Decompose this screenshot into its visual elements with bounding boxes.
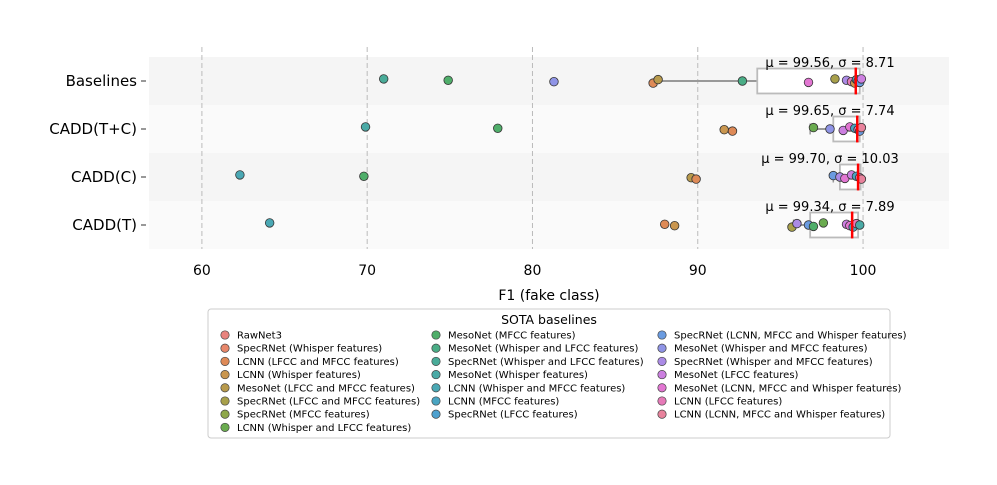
data-point — [379, 74, 389, 84]
legend-label: LCNN (Whisper features) — [237, 370, 361, 381]
stat-annotation: μ = 99.56, σ = 8.71 — [765, 56, 894, 71]
legend-marker — [431, 330, 441, 340]
legend-marker — [431, 356, 441, 366]
y-tick-label: CADD(C) — [71, 168, 137, 186]
legend-marker — [657, 396, 667, 406]
data-point — [493, 123, 503, 134]
x-tick-label: 80 — [524, 263, 542, 279]
x-tick-label: 60 — [193, 263, 211, 279]
legend-label: MesoNet (LFCC and MFCC features) — [237, 383, 415, 394]
legend-marker — [657, 330, 667, 340]
legend-marker — [431, 383, 441, 393]
data-point — [360, 122, 371, 132]
legend-marker — [220, 343, 230, 353]
data-point — [691, 174, 701, 184]
legend-label: MesoNet (LCNN, MFCC and Whisper features… — [674, 383, 901, 394]
legend-marker — [431, 409, 441, 419]
legend-label: MesoNet (LFCC features) — [674, 370, 799, 381]
legend-label: LCNN (LFCC features) — [674, 397, 782, 408]
stat-annotation: μ = 99.70, σ = 10.03 — [761, 152, 899, 167]
legend-label: SpecRNet (Whisper and LFCC features) — [448, 357, 644, 368]
legend-marker — [220, 370, 230, 380]
legend-marker — [657, 409, 667, 419]
legend-marker — [657, 370, 667, 380]
data-point — [359, 171, 369, 182]
data-point — [808, 122, 819, 133]
y-tick-label: CADD(T) — [72, 216, 137, 234]
legend-label: MesoNet (MFCC features) — [448, 331, 576, 342]
legend-label: MesoNet (Whisper and MFCC features) — [674, 344, 868, 355]
data-point — [856, 74, 867, 84]
data-point — [825, 124, 835, 134]
data-point — [830, 74, 840, 84]
legend-label: SpecRNet (Whisper and MFCC features) — [674, 357, 873, 368]
data-point — [737, 76, 748, 86]
legend-label: LCNN (Whisper and LFCC features) — [237, 423, 411, 434]
legend-label: SpecRNet (LFCC features) — [448, 410, 578, 421]
data-point — [660, 219, 670, 230]
legend-label: LCNN (Whisper and MFCC features) — [448, 383, 625, 394]
legend-marker — [657, 383, 667, 393]
legend-marker — [657, 356, 667, 366]
data-point — [818, 218, 829, 228]
legend-label: RawNet3 — [237, 331, 282, 342]
data-point — [719, 124, 729, 135]
data-point — [235, 170, 245, 180]
legend-label: LCNN (MFCC features) — [448, 397, 559, 408]
legend-marker — [220, 330, 230, 340]
y-tick-label: CADD(T+C) — [49, 120, 137, 138]
data-point — [443, 75, 453, 86]
legend-marker — [220, 383, 230, 393]
legend-label: MesoNet (Whisper features) — [448, 370, 588, 381]
data-point — [792, 218, 802, 229]
x-axis-label: F1 (fake class) — [498, 288, 599, 304]
data-point — [669, 220, 680, 231]
legend-label: SpecRNet (LFCC and MFCC features) — [237, 397, 420, 408]
legend-label: SpecRNet (LCNN, MFCC and Whisper feature… — [674, 331, 907, 342]
legend-marker — [431, 396, 441, 406]
legend-label: SpecRNet (Whisper features) — [237, 344, 382, 355]
legend-label: LCNN (LCNN, MFCC and Whisper features) — [674, 410, 885, 421]
data-point — [727, 126, 738, 136]
legend-label: MesoNet (Whisper and LFCC features) — [448, 344, 639, 355]
legend-items: RawNet3 SpecRNet (Whisper features) LCNN (… — [220, 330, 907, 434]
legend-marker — [431, 343, 441, 353]
data-point — [855, 220, 865, 230]
x-tick-label: 90 — [689, 263, 707, 279]
legend-marker — [220, 396, 230, 406]
legend-marker — [657, 343, 667, 353]
legend-label: LCNN (LFCC and MFCC features) — [237, 357, 399, 368]
x-tick-label: 100 — [850, 263, 877, 279]
legend-frame — [207, 308, 891, 439]
legend-marker — [431, 370, 441, 380]
x-tick-label: 70 — [358, 263, 376, 279]
data-point — [808, 221, 819, 232]
legend-marker — [220, 409, 230, 419]
legend: SOTA baselines RawNet3 SpecRNet (Whisper … — [207, 308, 907, 439]
data-point — [653, 74, 663, 85]
data-point — [264, 218, 275, 228]
legend-title: SOTA baselines — [501, 312, 597, 327]
legend-label: SpecRNet (MFCC features) — [237, 410, 370, 421]
stat-annotations: μ = 99.56, σ = 8.71 μ = 99.65, σ = 7.74 μ … — [761, 56, 899, 239]
row-band — [149, 153, 949, 201]
legend-marker — [220, 356, 230, 366]
data-points — [235, 74, 867, 232]
y-tick-label: Baselines — [66, 72, 138, 90]
data-point — [803, 77, 814, 88]
stat-annotation: μ = 99.34, σ = 7.89 — [765, 200, 894, 215]
legend-marker — [220, 422, 230, 432]
y-tick-labels: Baselines CADD(T+C) CADD(C) CADD(T) — [49, 72, 146, 234]
x-tick-labels: 60 70 80 90 100 — [193, 263, 876, 279]
stat-annotation: μ = 99.65, σ = 7.74 — [765, 104, 894, 119]
data-point — [549, 76, 559, 87]
